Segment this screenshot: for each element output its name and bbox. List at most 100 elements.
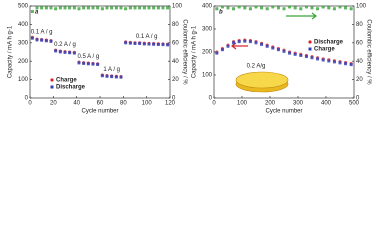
data-point — [124, 41, 128, 45]
panel-label: a — [35, 10, 39, 16]
data-point — [299, 54, 303, 57]
data-point — [138, 42, 142, 45]
data-point — [63, 50, 67, 54]
data-point — [44, 6, 48, 10]
data-point — [232, 41, 236, 45]
data-point — [349, 7, 353, 11]
data-point — [147, 42, 151, 46]
data-point — [119, 6, 123, 10]
x-axis-title: Cycle number — [265, 109, 302, 115]
y-tick-label: 400 — [202, 4, 213, 10]
data-point — [72, 6, 76, 10]
data-point — [110, 75, 114, 79]
data-point — [68, 51, 72, 55]
data-point — [293, 52, 297, 56]
data-point — [260, 42, 264, 46]
data-point — [147, 6, 151, 10]
data-point — [138, 6, 142, 10]
data-point — [156, 6, 160, 10]
data-point — [166, 6, 170, 10]
data-point — [276, 6, 280, 10]
y2-tick-label: 0 — [172, 96, 176, 102]
x-tick-label: 20 — [50, 101, 57, 107]
x-tick-label: 40 — [73, 101, 80, 107]
data-point — [133, 42, 137, 45]
battery-illustration — [235, 71, 289, 89]
data-point — [49, 39, 53, 43]
data-point — [288, 5, 292, 9]
data-point — [82, 61, 86, 65]
data-point — [96, 6, 100, 10]
y2-axis-title: Coulombic efficiency / % — [181, 19, 187, 85]
data-point — [128, 41, 132, 45]
data-point — [128, 6, 132, 10]
y2-tick-label: 40 — [356, 59, 363, 65]
annotation: 1 A / g — [103, 67, 120, 73]
data-point — [30, 10, 34, 13]
y2-tick-label: 100 — [172, 4, 183, 10]
y-axis-title: Capacity / mA h g-1 — [8, 25, 14, 78]
data-point — [220, 48, 224, 52]
data-point — [152, 42, 156, 46]
data-point — [44, 39, 48, 43]
data-point — [58, 6, 62, 10]
data-point — [310, 6, 314, 10]
data-point — [215, 51, 219, 55]
data-point — [237, 40, 241, 44]
data-point — [114, 75, 118, 79]
data-point — [344, 6, 348, 10]
data-point — [133, 6, 137, 10]
legend-marker — [308, 40, 312, 44]
data-point — [276, 48, 280, 52]
data-point — [265, 7, 269, 11]
x-tick-label: 100 — [142, 101, 153, 107]
arrow — [286, 12, 317, 20]
x-tick-label: 400 — [321, 101, 332, 107]
legend-label: Charge — [56, 78, 77, 84]
y-tick-label: 100 — [202, 73, 213, 79]
data-point — [215, 7, 219, 11]
data-point — [49, 6, 53, 10]
y-tick-label: 200 — [202, 50, 213, 56]
data-point — [35, 38, 39, 42]
y2-tick-label: 80 — [356, 22, 363, 28]
y-tick-label: 100 — [18, 77, 29, 83]
annotation: 0.2 A/g — [247, 63, 266, 69]
data-point — [96, 63, 100, 66]
annotation: 0.1 A / g — [136, 34, 158, 40]
data-point — [142, 42, 146, 46]
data-point — [54, 7, 58, 11]
data-point — [58, 50, 62, 54]
data-point — [254, 5, 258, 9]
data-point — [304, 55, 308, 59]
data-point — [30, 36, 34, 40]
data-point — [248, 7, 252, 11]
data-point — [77, 61, 81, 65]
data-point — [265, 44, 269, 48]
data-point — [310, 56, 314, 60]
data-point — [332, 7, 336, 11]
data-point — [105, 6, 109, 10]
data-point — [271, 5, 275, 9]
data-point — [243, 6, 247, 10]
data-point — [82, 6, 86, 10]
figure: a0 20 40 60 80 100 120010020030040050002040608… — [8, 4, 372, 115]
data-point — [100, 74, 104, 78]
x-tick-label: 80 — [120, 101, 127, 107]
data-point — [40, 6, 44, 10]
data-point — [63, 6, 67, 10]
y-tick-label: 300 — [18, 40, 29, 46]
y2-tick-label: 40 — [172, 59, 179, 65]
data-point — [316, 7, 320, 11]
y2-axis-title: Coulombic efficiency / % — [365, 19, 371, 85]
legend-label: Charge — [314, 47, 335, 53]
data-point — [91, 62, 95, 66]
data-point — [161, 6, 165, 10]
data-point — [243, 39, 247, 43]
data-point — [142, 6, 146, 10]
data-point — [237, 5, 241, 9]
y-tick-label: 500 — [18, 4, 29, 10]
data-point — [156, 43, 160, 46]
data-point — [119, 75, 123, 79]
x-tick-label: 0 — [28, 101, 32, 107]
